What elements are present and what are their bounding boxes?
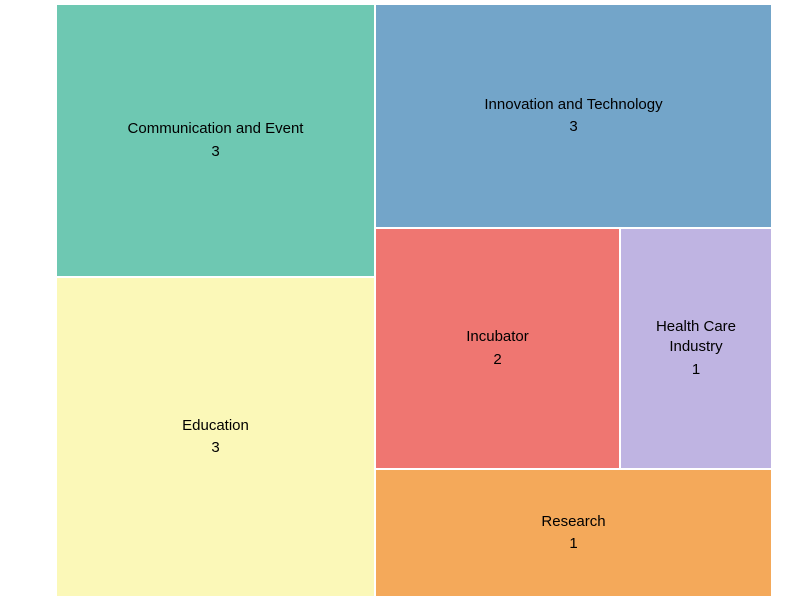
treemap-tile-label: Research [541,512,605,532]
treemap-tile-value: 1 [692,360,700,380]
treemap-tile-value: 1 [569,534,577,554]
treemap-chart: Communication and Event3Education3Innova… [56,4,772,597]
treemap-tile-value: 3 [569,117,577,137]
treemap-tile-health-care-industry: Health Care Industry1 [620,228,772,469]
treemap-tile-value: 3 [211,142,219,162]
treemap-tile-label: Incubator [466,327,529,347]
treemap-tile-label: Education [182,416,249,436]
treemap-tile-education: Education3 [56,277,375,597]
treemap-tile-label: Communication and Event [128,119,304,139]
treemap-tile-label: Innovation and Technology [484,95,662,115]
treemap-tile-value: 3 [211,438,219,458]
treemap-tile-innovation-technology: Innovation and Technology3 [375,4,772,228]
treemap-tile-incubator: Incubator 2 [375,228,620,469]
treemap-tile-label: Health Care Industry [656,317,736,358]
treemap-tile-communication-event: Communication and Event 3 [56,4,375,277]
treemap-tile-value: 2 [493,350,501,370]
treemap-tile-research: Research1 [375,469,772,597]
